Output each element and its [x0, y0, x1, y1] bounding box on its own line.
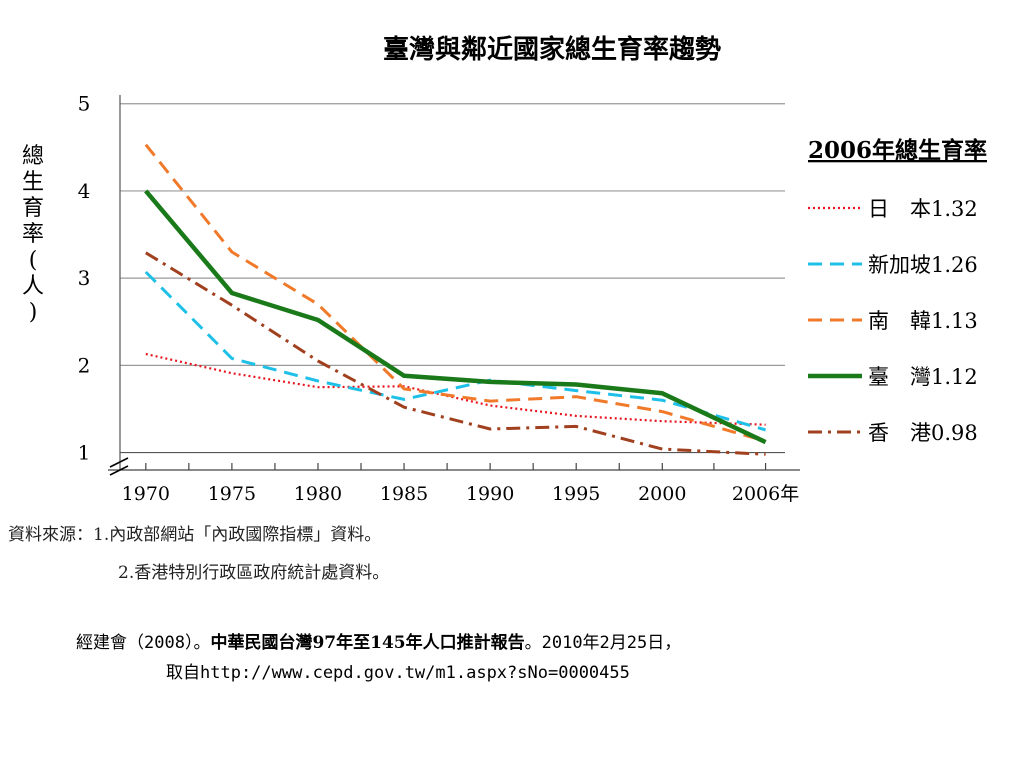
chart-title: 臺灣與鄰近國家總生育率趨勢: [383, 34, 721, 65]
y-axis-label-char: ): [29, 300, 38, 325]
series-line-3: [144, 189, 767, 445]
y-axis-label-char: (: [29, 248, 38, 273]
series-line-1: [144, 270, 767, 432]
citation-title: 中華民國台灣97年至145年人口推計報告: [210, 633, 525, 653]
series-line-4: [145, 251, 766, 456]
y-tick-label: 4: [78, 179, 91, 203]
y-axis-label-char: 生: [22, 170, 44, 195]
y-axis-label-char: 總: [22, 144, 44, 169]
y-axis-label-char: 育: [22, 196, 44, 221]
grid: [120, 103, 785, 366]
y-axis-label-char: 率: [22, 222, 44, 247]
y-tick-label: 1: [78, 441, 91, 465]
citation-prefix: 經建會（2008）。: [76, 633, 211, 653]
x-tick-label: 1980: [294, 483, 342, 505]
x-tick-label: 2006年: [732, 483, 799, 505]
legend-label: 日 本1.32: [868, 197, 978, 221]
axis-break-mark: [109, 457, 129, 468]
source-note-line1: 資料來源：1.內政部網站「內政國際指標」資料。: [8, 525, 382, 545]
y-axis-label: 總生育率(人): [22, 144, 44, 325]
axes: 1 2 3 4 5 1970 1975 1980 1985 1990 1995 2000 2006年: [78, 92, 800, 505]
x-tick-label: 1995: [552, 483, 600, 505]
citation-line1: 經建會（2008）。中華民國台灣97年至145年人口推計報告。2010年2月25…: [76, 628, 681, 653]
x-tick-label: 1975: [208, 483, 256, 505]
x-tick-label: 1985: [380, 483, 428, 505]
axis-break-mark: [109, 465, 129, 476]
series-lines: [144, 143, 767, 456]
legend-label: 新加坡1.26: [868, 253, 978, 277]
series-line-0: [145, 352, 766, 426]
x-tick-label: 1970: [122, 483, 170, 505]
y-axis-label-char: 人: [22, 274, 44, 299]
legend-title: 2006年總生育率: [808, 137, 987, 164]
y-tick-label: 5: [78, 92, 91, 116]
y-tick-label: 3: [78, 266, 91, 290]
legend-label: 南 韓1.13: [868, 309, 978, 333]
x-tick-label: 1990: [466, 483, 514, 505]
citation-suffix: 。2010年2月25日，: [524, 633, 682, 653]
legend-label: 臺 灣1.12: [868, 365, 978, 389]
series-line-2: [144, 143, 767, 443]
x-tick-label: 2000: [638, 483, 686, 505]
y-tick-label: 2: [78, 353, 91, 377]
source-note-line2: 2.香港特別行政區政府統計處資料。: [118, 563, 390, 583]
legend-label: 香 港0.98: [868, 421, 978, 445]
citation-line2: 取自http://www.cepd.gov.tw/m1.aspx?sNo=000…: [166, 663, 630, 683]
